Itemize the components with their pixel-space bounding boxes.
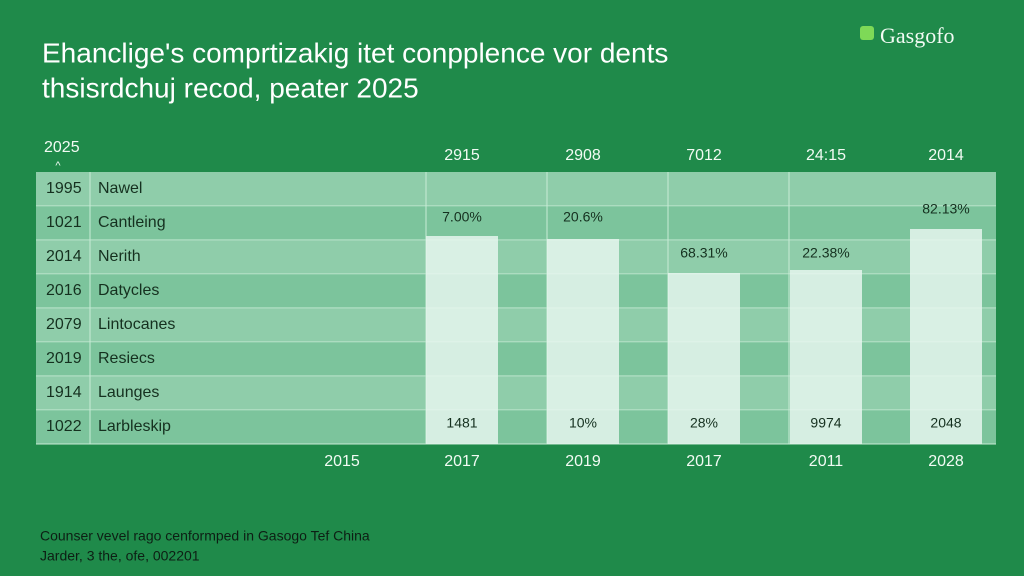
row-year: 2014: [46, 248, 82, 265]
row-year: 2019: [46, 350, 82, 367]
row-stripe: [36, 240, 996, 274]
row-year: 1021: [46, 214, 82, 231]
column-header: 2915: [444, 147, 480, 164]
x-label: 2015: [324, 453, 360, 470]
title-line: thsisrdchuj recod, peater 2025: [42, 72, 419, 103]
corner-label: 2025: [44, 139, 80, 156]
bar-top-label: 7.00%: [442, 209, 482, 225]
bar: [668, 273, 740, 444]
row-name: Cantleing: [98, 214, 166, 231]
bar-bottom-label: 1481: [446, 415, 477, 431]
bar: [426, 236, 498, 444]
footnote: Jarder, 3 the, ofe, 002201: [40, 548, 200, 564]
row-year: 2079: [46, 316, 82, 333]
row-name: Nawel: [98, 180, 142, 197]
row-year: 2016: [46, 282, 82, 299]
footnote: Counser vevel rago cenformped in Gasogo …: [40, 528, 370, 544]
bar-top-label: 22.38%: [802, 245, 849, 261]
row-stripe: [36, 206, 996, 240]
row-name: Lintocanes: [98, 316, 175, 333]
bar-top-label: 68.31%: [680, 245, 727, 261]
bar-top-label: 20.6%: [563, 209, 603, 225]
row-year: 1995: [46, 180, 82, 197]
row-name: Launges: [98, 384, 159, 401]
row-name: Nerith: [98, 248, 141, 265]
x-label: 2019: [565, 453, 601, 470]
x-label: 2011: [809, 453, 844, 470]
x-label: 2028: [928, 453, 964, 470]
bar-bottom-label: 2048: [930, 415, 961, 431]
bar-top-label: 82.13%: [922, 201, 969, 217]
x-label: 2017: [444, 453, 480, 470]
column-header: 2014: [928, 147, 964, 164]
column-header: 24:15: [806, 147, 846, 164]
caret: ^: [55, 160, 61, 172]
bar: [547, 239, 619, 444]
bar: [790, 270, 862, 444]
bar: [910, 229, 982, 444]
logo-icon: [860, 26, 874, 40]
column-header: 7012: [686, 147, 722, 164]
row-name: Datycles: [98, 282, 159, 299]
row-name: Resiecs: [98, 350, 155, 367]
x-label: 2017: [686, 453, 722, 470]
row-name: Larbleskip: [98, 418, 171, 435]
logo: Gasgofo: [880, 23, 955, 48]
row-stripe: [36, 172, 996, 206]
bar-bottom-label: 28%: [690, 415, 718, 431]
column-header: 2908: [565, 147, 601, 164]
bar-bottom-label: 10%: [569, 415, 597, 431]
bar-bottom-label: 9974: [810, 415, 841, 431]
row-year: 1914: [46, 384, 82, 401]
row-year: 1022: [46, 418, 82, 435]
title-line: Ehanclige's comprtizakig itet conpplence…: [42, 37, 668, 68]
